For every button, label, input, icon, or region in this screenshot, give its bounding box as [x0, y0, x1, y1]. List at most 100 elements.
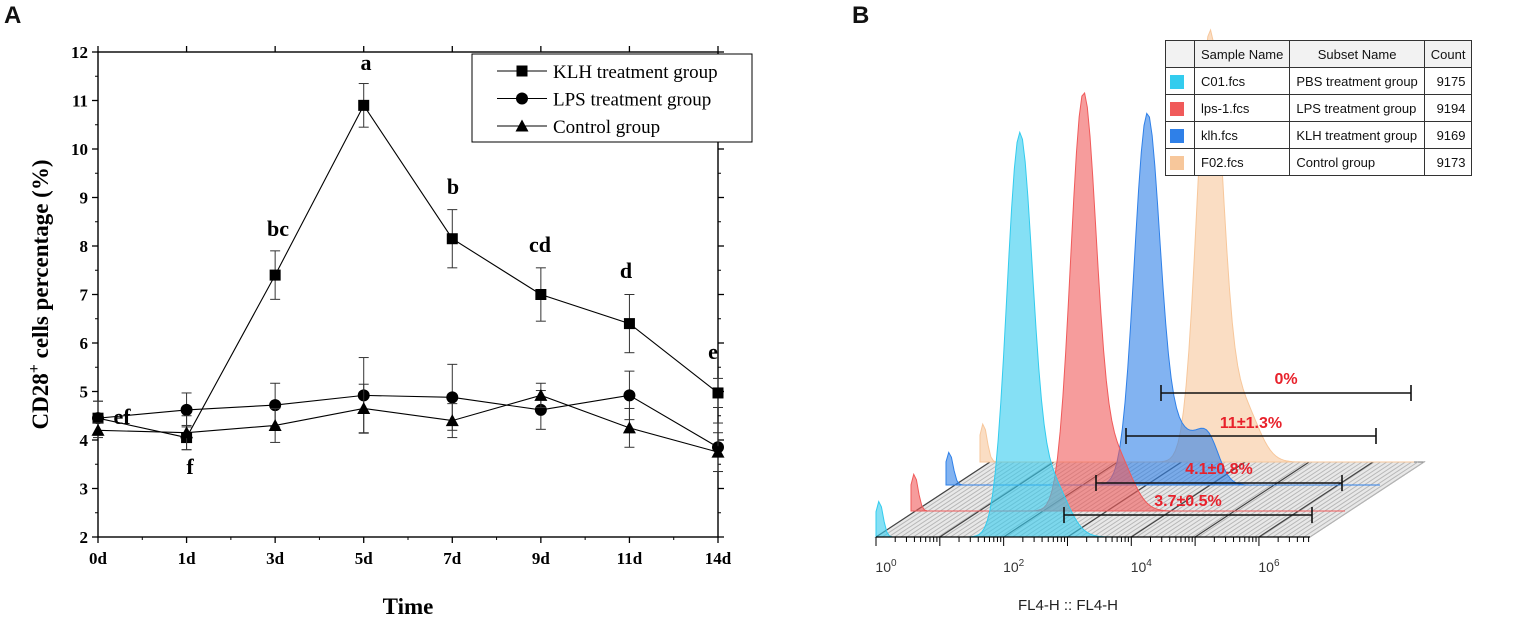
legend-label: Control group: [553, 117, 660, 138]
x-tick-label: 0d: [89, 549, 108, 568]
data-point: [446, 391, 459, 404]
x-tick-label: 102: [1003, 558, 1025, 575]
panel-label-b: B: [852, 2, 870, 29]
count-cell: 9169: [1423, 121, 1473, 149]
table-row: F02.fcs Control group 9173: [1165, 148, 1473, 176]
gate-label: 0%: [1274, 371, 1297, 388]
legend-label: KLH treatment group: [553, 62, 718, 83]
subset-name-cell: KLH treatment group: [1289, 121, 1425, 149]
significance-letter: d: [620, 258, 632, 283]
x-tick-label: 100: [875, 558, 897, 575]
floor-hatch: [1173, 461, 1288, 538]
sample-name-cell: lps-1.fcs: [1193, 94, 1291, 122]
data-point: [92, 412, 104, 425]
color-swatch: [1170, 128, 1184, 143]
floor-hatch: [1284, 461, 1400, 538]
table-header-count: Count: [1423, 40, 1473, 68]
floor-hatch: [1309, 461, 1425, 538]
count-cell: 9173: [1423, 148, 1473, 176]
significance-letter: e: [708, 339, 718, 364]
data-point: [535, 289, 547, 300]
legend-marker: [516, 65, 528, 77]
floor-hatch: [1179, 461, 1295, 538]
floor-hatch: [888, 461, 1003, 538]
floor-decade-line: [1258, 461, 1374, 538]
histogram-lps-1.fcs: [910, 91, 1345, 512]
floor-hatch: [1198, 461, 1313, 538]
data-point: [91, 423, 105, 436]
floor-hatch: [1191, 461, 1307, 538]
legend-marker: [516, 92, 528, 105]
x-tick-label: 3d: [266, 549, 285, 568]
floor-hatch: [1253, 461, 1369, 538]
y-axis-title: CD28+ cells percentage (%): [26, 160, 53, 430]
floor-hatch: [1272, 461, 1388, 538]
x-tick-label: 104: [1131, 558, 1153, 575]
y-tick-label: 3: [80, 480, 89, 499]
series-line: [97, 394, 719, 448]
color-swatch: [1170, 74, 1184, 89]
y-tick-label: 10: [71, 140, 88, 159]
floor-hatch: [1154, 461, 1270, 538]
data-point: [180, 426, 194, 439]
line-chart-cd28: 2 3 4 5 6 7 8 9 10 11 12 0d 1d 3d 5d 7d 9d 11d 14d Time CD28…: [26, 43, 753, 619]
y-tick-label: 8: [80, 237, 89, 256]
y-tick-label: 5: [80, 383, 89, 402]
significance-letter: cd: [529, 232, 551, 257]
significance-letter: ef: [113, 404, 131, 429]
y-tick-label: 11: [72, 92, 88, 111]
floor-hatch: [881, 461, 997, 538]
table-header-sample: Sample Name: [1193, 40, 1291, 68]
x-tick-label: 5d: [355, 549, 374, 568]
table-header-row: Sample Name Subset Name Count: [1165, 40, 1473, 68]
x-tick-label: 14d: [705, 549, 732, 568]
sample-legend-table: Sample Name Subset Name Count C01.fcs PB…: [1165, 40, 1473, 176]
floor-hatch: [1216, 461, 1332, 538]
floor-hatch: [1260, 461, 1375, 538]
floor-hatch: [1160, 461, 1276, 538]
floor-hatch: [1222, 461, 1338, 538]
data-point: [268, 418, 282, 431]
data-point: [269, 269, 281, 281]
legend: KLH treatment group LPS treatment group Co…: [471, 53, 753, 143]
significance-letter: bc: [267, 216, 289, 241]
floor-hatch: [1229, 461, 1344, 538]
sample-name-cell: klh.fcs: [1193, 121, 1291, 149]
sample-name-cell: C01.fcs: [1193, 67, 1291, 95]
gate: 0%: [1160, 371, 1412, 401]
series-triangle: [91, 382, 725, 473]
data-point: [357, 401, 371, 414]
x-tick-label: 7d: [443, 549, 462, 568]
table-row: C01.fcs PBS treatment group 9175: [1165, 67, 1473, 95]
floor-hatch: [1142, 461, 1257, 538]
floor-hatch: [1266, 461, 1381, 538]
gate-label: 11±1.3%: [1220, 415, 1282, 432]
floor-decade-line: [875, 461, 991, 538]
legend-label: LPS treatment group: [553, 90, 711, 111]
data-point: [358, 99, 370, 111]
y-tick-label: 2: [80, 528, 89, 547]
y-tick-label: 7: [80, 286, 89, 305]
floor-hatch: [1303, 461, 1419, 538]
floor-hatch: [1185, 461, 1301, 538]
subset-name-cell: Control group: [1289, 148, 1425, 176]
table-header-subset: Subset Name: [1289, 40, 1425, 68]
significance-letter: a: [361, 50, 372, 75]
gate-label: 4.1±0.8%: [1185, 461, 1253, 478]
sample-name-cell: F02.fcs: [1193, 148, 1291, 176]
x-axis-title: Time: [383, 594, 434, 619]
color-swatch: [1170, 155, 1184, 170]
data-point: [180, 403, 193, 416]
gate: 11±1.3%: [1125, 415, 1377, 444]
data-point: [623, 318, 635, 330]
x-tick-label: 9d: [532, 549, 551, 568]
x-tick-label: 106: [1258, 558, 1280, 575]
count-cell: 9175: [1423, 67, 1473, 95]
data-point: [445, 414, 459, 427]
x-tick-label: 11d: [617, 549, 643, 568]
table-row: klh.fcs KLH treatment group 9169: [1165, 121, 1473, 149]
floor-hatch: [1247, 461, 1363, 538]
y-tick-label: 6: [80, 334, 89, 353]
legend-marker: [515, 119, 529, 132]
